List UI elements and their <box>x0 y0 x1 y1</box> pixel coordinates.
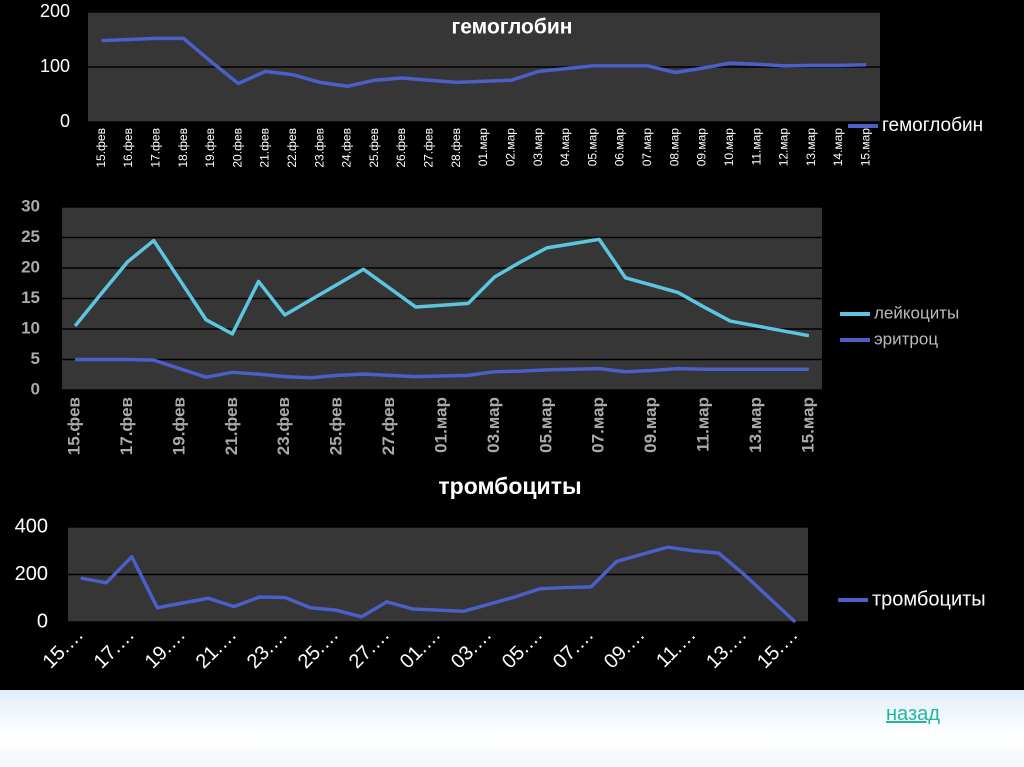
series-line <box>101 36 867 88</box>
x-tick-label: 13.мар <box>746 397 765 453</box>
x-tick-label: 25.фев <box>367 128 381 168</box>
y-tick-label: 0 <box>37 610 48 632</box>
legend-label: лейкоциты <box>874 303 959 322</box>
y-tick-label: 15 <box>21 288 40 307</box>
y-tick-label: 0 <box>31 379 40 398</box>
x-tick-label: 08.мар <box>667 128 681 167</box>
footer-band <box>0 690 1024 767</box>
x-tick-label: 07.мар <box>640 128 654 167</box>
series-line <box>75 357 809 380</box>
x-tick-label: 15.мар <box>798 397 817 453</box>
x-tick-label: 09.… <box>600 624 649 673</box>
x-tick-label: 07.мар <box>589 397 608 453</box>
x-tick-label: 27.… <box>345 624 394 673</box>
x-tick-label: 03.мар <box>531 128 545 167</box>
x-tick-label: 05.… <box>498 624 547 673</box>
x-tick-label: 15.фев <box>94 128 108 168</box>
x-tick-label: 11.мар <box>749 128 763 166</box>
y-tick-label: 200 <box>40 1 70 21</box>
series-line <box>73 237 810 338</box>
x-tick-label: 16.фев <box>121 128 135 168</box>
y-tick-label: 5 <box>31 349 40 368</box>
y-tick-label: 100 <box>40 56 70 76</box>
x-tick-label: 19.фев <box>169 397 188 455</box>
x-tick-label: 21.фев <box>222 397 241 455</box>
back-link[interactable]: назад <box>886 703 940 725</box>
x-tick-label: 23.… <box>243 624 292 673</box>
x-tick-label: 21.… <box>192 624 241 673</box>
x-tick-label: 26.фев <box>394 128 408 168</box>
x-tick-label: 20.фев <box>230 128 244 168</box>
x-tick-label: 23.фев <box>274 397 293 455</box>
x-tick-label: 17.… <box>90 624 139 673</box>
x-tick-label: 01.… <box>396 624 445 673</box>
x-tick-label: 09.мар <box>641 397 660 453</box>
x-tick-label: 14.мар <box>831 128 845 167</box>
x-tick-label: 12.мар <box>777 128 791 167</box>
x-tick-label: 28.фев <box>449 128 463 168</box>
x-tick-label: 27.фев <box>379 397 398 455</box>
chart-title: тромбоциты <box>438 473 581 499</box>
x-tick-label: 07.… <box>549 624 598 673</box>
x-tick-label: 11.мар <box>694 397 713 452</box>
series-line <box>80 545 797 624</box>
x-tick-label: 09.мар <box>695 128 709 167</box>
x-tick-label: 05.мар <box>585 128 599 167</box>
x-tick-label: 18.фев <box>176 128 190 168</box>
x-tick-label: 05.мар <box>536 397 555 453</box>
y-tick-label: 0 <box>60 111 70 131</box>
x-tick-label: 25.фев <box>327 397 346 455</box>
x-tick-label: 25.… <box>294 624 343 673</box>
x-tick-label: 15.… <box>753 624 802 673</box>
x-tick-label: 02.мар <box>503 128 517 167</box>
y-tick-label: 25 <box>21 227 40 246</box>
x-tick-label: 06.мар <box>613 128 627 167</box>
legend-label: тромбоциты <box>872 588 986 610</box>
x-tick-label: 17.фев <box>117 397 136 455</box>
y-tick-label: 10 <box>21 318 40 337</box>
x-tick-label: 15.фев <box>65 397 84 455</box>
x-tick-label: 01.мар <box>476 128 490 167</box>
x-tick-label: 13.мар <box>804 128 818 167</box>
x-tick-label: 13.… <box>702 624 751 673</box>
x-tick-label: 21.фев <box>258 128 272 168</box>
x-tick-label: 24.фев <box>340 128 354 168</box>
legend-label: эритроц <box>874 329 938 348</box>
y-tick-label: 30 <box>21 196 40 215</box>
y-tick-label: 400 <box>15 515 48 537</box>
legend-label: гемоглобин <box>882 115 983 136</box>
x-tick-label: 27.фев <box>422 128 436 168</box>
y-tick-label: 20 <box>21 257 40 276</box>
chart-title: гемоглобин <box>452 16 573 39</box>
x-tick-label: 10.мар <box>722 128 736 167</box>
x-tick-label: 01.мар <box>431 397 450 453</box>
x-tick-label: 19.… <box>141 624 190 673</box>
x-tick-label: 04.мар <box>558 128 572 167</box>
x-tick-label: 23.фев <box>312 128 326 168</box>
x-tick-label: 15.мар <box>859 128 873 167</box>
x-tick-label: 19.фев <box>203 128 217 168</box>
x-tick-label: 11.… <box>652 624 700 672</box>
x-tick-label: 17.фев <box>148 128 162 168</box>
x-tick-label: 22.фев <box>285 128 299 168</box>
y-tick-label: 200 <box>15 563 48 585</box>
x-tick-label: 03.… <box>447 624 496 673</box>
x-tick-label: 03.мар <box>484 397 503 453</box>
